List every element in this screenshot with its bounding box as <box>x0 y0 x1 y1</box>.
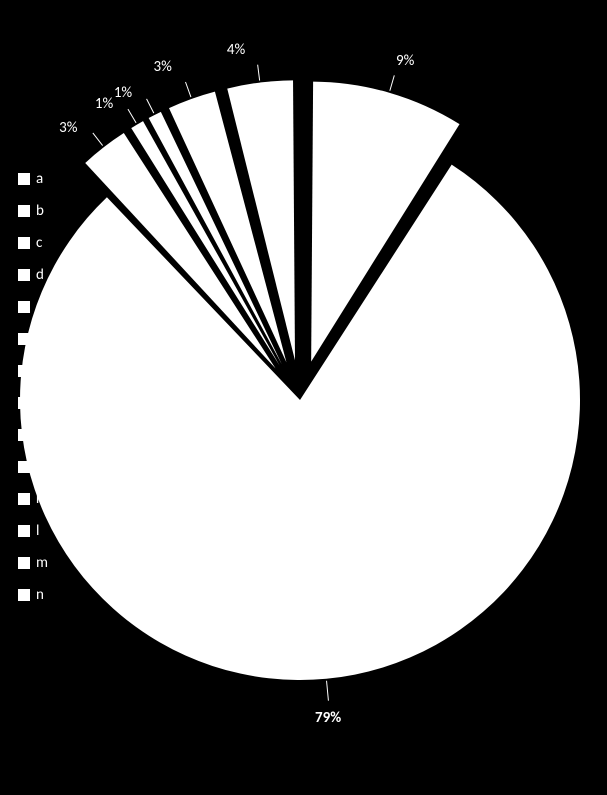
legend-swatch <box>18 557 30 569</box>
legend-swatch <box>18 525 30 537</box>
legend-item-m: m <box>18 554 48 572</box>
legend-label: l <box>36 522 39 540</box>
legend-item-h: h <box>18 394 48 412</box>
leader-line <box>186 82 191 97</box>
legend-swatch <box>18 493 30 505</box>
legend-swatch <box>18 269 30 281</box>
legend-swatch <box>18 365 30 377</box>
legend-item-d: d <box>18 266 48 284</box>
legend-label: c <box>36 234 42 252</box>
legend-item-j: j <box>18 458 48 476</box>
legend-label: e <box>36 298 43 316</box>
legend-item-c: c <box>18 234 48 252</box>
legend-label: j <box>36 458 40 476</box>
legend-item-f: f <box>18 330 48 348</box>
legend-item-b: b <box>18 202 48 220</box>
pct-label-n: 4% <box>227 41 245 59</box>
legend-label: d <box>36 266 44 284</box>
legend-swatch <box>18 461 30 473</box>
legend-swatch <box>18 589 30 601</box>
leader-line <box>258 65 260 81</box>
legend-label: i <box>36 426 39 444</box>
leader-line <box>327 681 329 701</box>
pie-chart <box>0 0 607 795</box>
legend-label: n <box>36 586 44 604</box>
legend-label: a <box>36 170 43 188</box>
legend-item-g: g <box>18 362 48 380</box>
legend-swatch <box>18 173 30 185</box>
legend-item-e: e <box>18 298 48 316</box>
pie-slice-d <box>20 165 580 680</box>
leader-line <box>390 75 394 90</box>
leader-line <box>128 109 136 123</box>
legend-item-n: n <box>18 586 48 604</box>
legend-label: h <box>36 394 44 412</box>
legend-swatch <box>18 397 30 409</box>
legend-label: b <box>36 202 44 220</box>
legend: abcdefghijklmn <box>18 170 48 618</box>
pct-label-j: 1% <box>114 84 132 102</box>
legend-label: m <box>36 554 48 572</box>
legend-swatch <box>18 429 30 441</box>
pct-label-h: 1% <box>95 95 113 113</box>
leader-line <box>93 133 103 146</box>
pct-label-l: 3% <box>153 58 171 76</box>
pct-label-a: 9% <box>396 52 414 70</box>
legend-swatch <box>18 301 30 313</box>
legend-label: k <box>36 490 43 508</box>
legend-item-i: i <box>18 426 48 444</box>
legend-label: f <box>36 330 41 348</box>
legend-swatch <box>18 237 30 249</box>
pct-label-d: 79% <box>315 709 341 727</box>
legend-swatch <box>18 205 30 217</box>
legend-item-k: k <box>18 490 48 508</box>
legend-item-a: a <box>18 170 48 188</box>
legend-item-l: l <box>18 522 48 540</box>
legend-label: g <box>36 362 43 380</box>
legend-swatch <box>18 333 30 345</box>
pct-label-f: 3% <box>59 119 77 137</box>
leader-line <box>147 99 154 113</box>
